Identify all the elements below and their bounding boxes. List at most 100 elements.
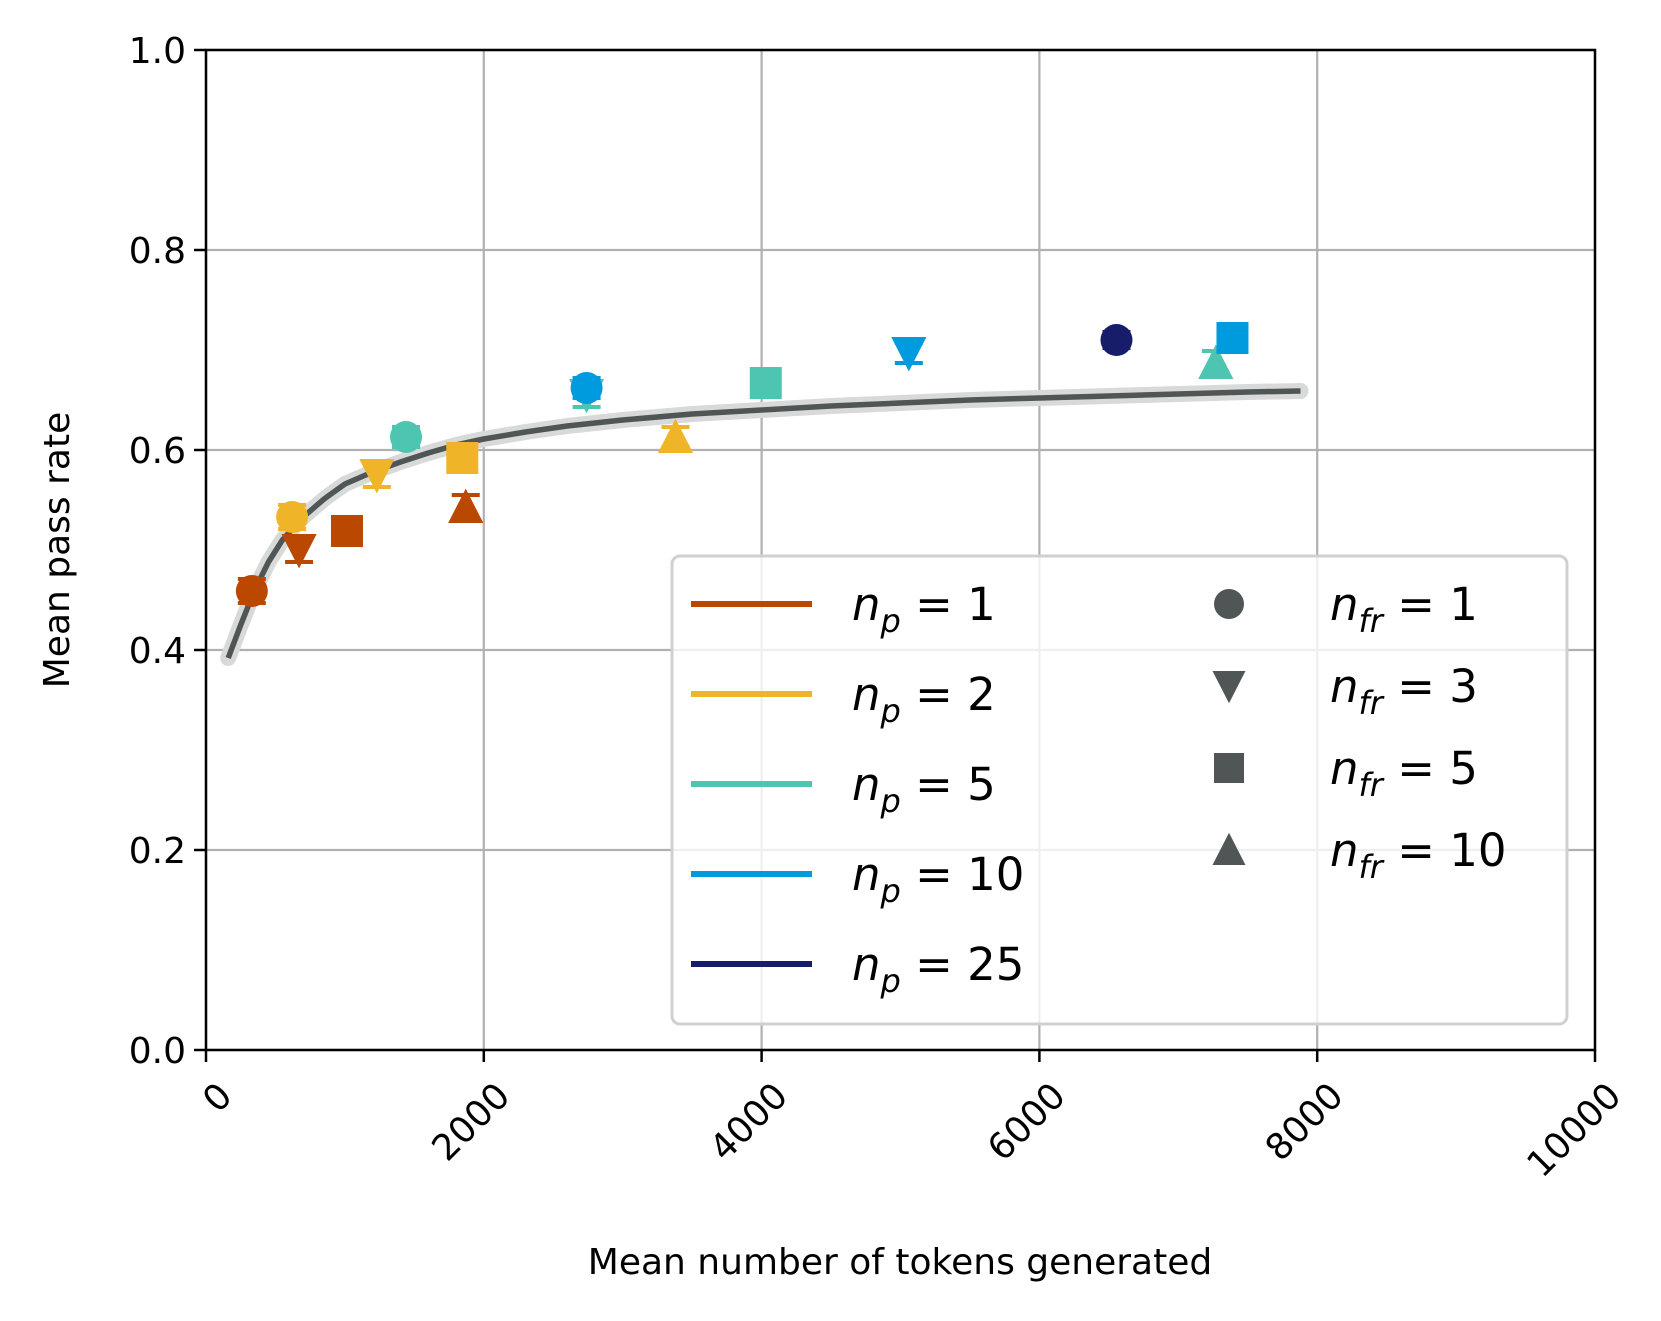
x-tick-label: 6000: [980, 1075, 1074, 1169]
legend-marker: [1212, 832, 1246, 865]
point-marker: [749, 367, 782, 399]
x-tick-label: 8000: [1258, 1075, 1352, 1169]
point-marker: [570, 372, 603, 404]
legend-sub: fr: [1359, 684, 1385, 722]
legend-val: = 10: [1383, 824, 1507, 877]
point-marker: [390, 421, 423, 453]
data-point: [570, 372, 603, 404]
legend-item-np: np = 1: [691, 578, 996, 640]
legend-var: n: [852, 578, 881, 631]
y-tick-label: 0.2: [129, 831, 186, 872]
data-point: [1100, 324, 1133, 356]
point-marker: [448, 488, 484, 523]
y-tick-label: 0.6: [129, 431, 186, 472]
point-marker: [891, 337, 927, 372]
data-point: [1198, 344, 1234, 379]
point-marker: [281, 534, 317, 569]
y-tick-label: 0.4: [129, 631, 186, 672]
point-marker: [235, 575, 268, 607]
legend-label: np = 25: [852, 938, 1024, 1000]
point-marker: [657, 418, 694, 453]
legend-label: np = 1: [852, 578, 996, 640]
legend-sub: fr: [1359, 766, 1385, 804]
legend-val: = 10: [901, 848, 1025, 901]
legend-var: n: [1330, 824, 1359, 877]
legend-val: = 5: [901, 758, 996, 811]
legend-var: n: [852, 848, 881, 901]
point-marker: [330, 515, 363, 547]
data-point: [330, 515, 363, 547]
legend-marker: [1214, 589, 1244, 619]
data-point: [276, 501, 309, 533]
legend-sub: p: [880, 782, 901, 820]
legend-item-np: np = 5: [691, 758, 996, 820]
legend-label: np = 2: [852, 668, 996, 730]
x-tick-labels: 0 2000 4000 6000 8000 10000: [195, 1075, 1629, 1185]
legend-item-nfr: nfr = 3: [1212, 660, 1478, 722]
y-axis-label: Mean pass rate: [37, 412, 78, 689]
plot-frame: [204, 48, 1597, 1052]
legend-var: n: [1330, 742, 1359, 795]
legend-item-np: np = 2: [691, 668, 996, 730]
data-point: [281, 534, 317, 569]
legend-box: [670, 554, 1569, 1026]
data-point: [235, 575, 268, 607]
x-tick-label: 0: [195, 1075, 240, 1120]
x-axis-label: Mean number of tokens generated: [588, 1242, 1212, 1283]
legend-item-nfr: nfr = 5: [1214, 742, 1478, 804]
axes: [194, 48, 1597, 1062]
y-tick-label: 0.0: [129, 1031, 186, 1072]
legend-var: n: [1330, 660, 1359, 713]
legend-val: = 25: [901, 938, 1025, 991]
data-points: [235, 322, 1249, 607]
legend-item-np: np = 10: [691, 848, 1024, 910]
data-point: [448, 488, 484, 523]
y-tick-label: 0.8: [129, 231, 186, 272]
data-point: [359, 459, 395, 494]
legend-sub: fr: [1359, 602, 1385, 640]
legend-sub: p: [880, 962, 901, 1000]
legend-sub: p: [880, 692, 901, 730]
y-tick-labels: 0.0 0.2 0.4 0.6 0.8 1.0: [129, 31, 186, 1072]
legend-label: nfr = 10: [1330, 824, 1507, 886]
legend-val: = 2: [901, 668, 996, 721]
legend-label: np = 5: [852, 758, 996, 820]
data-point: [749, 367, 782, 399]
legend-sub: fr: [1359, 848, 1385, 886]
legend-item-nfr: nfr = 10: [1212, 824, 1507, 886]
y-tick-label: 1.0: [129, 31, 186, 72]
x-tick-label: 2000: [424, 1075, 518, 1169]
legend-label: nfr = 3: [1330, 660, 1478, 722]
point-marker: [446, 442, 479, 474]
data-point: [891, 337, 927, 372]
legend-item-np: np = 25: [691, 938, 1024, 1000]
legend-label: np = 10: [852, 848, 1024, 910]
x-tick-label: 4000: [702, 1075, 796, 1169]
legend-sub: p: [880, 602, 901, 640]
legend-marker: [1212, 671, 1246, 704]
legend-var: n: [1330, 578, 1359, 631]
legend-var: n: [852, 758, 881, 811]
point-marker: [1216, 322, 1249, 354]
data-point: [1216, 322, 1249, 354]
legend-item-nfr: nfr = 1: [1214, 578, 1478, 640]
legend-val: = 5: [1383, 742, 1478, 795]
legend-val: = 3: [1383, 660, 1478, 713]
point-marker: [1100, 324, 1133, 356]
legend-marker: [1214, 753, 1244, 783]
legend-sub: p: [880, 872, 901, 910]
legend-var: n: [852, 938, 881, 991]
data-point: [446, 442, 479, 474]
data-point: [657, 418, 694, 453]
point-marker: [359, 459, 395, 494]
legend-val: = 1: [901, 578, 996, 631]
point-marker: [276, 501, 309, 533]
legend-label: nfr = 5: [1330, 742, 1478, 804]
data-point: [390, 421, 423, 453]
x-tick-label: 10000: [1519, 1075, 1629, 1185]
legend-val: = 1: [1383, 578, 1478, 631]
point-marker: [1198, 344, 1234, 379]
legend-var: n: [852, 668, 881, 721]
